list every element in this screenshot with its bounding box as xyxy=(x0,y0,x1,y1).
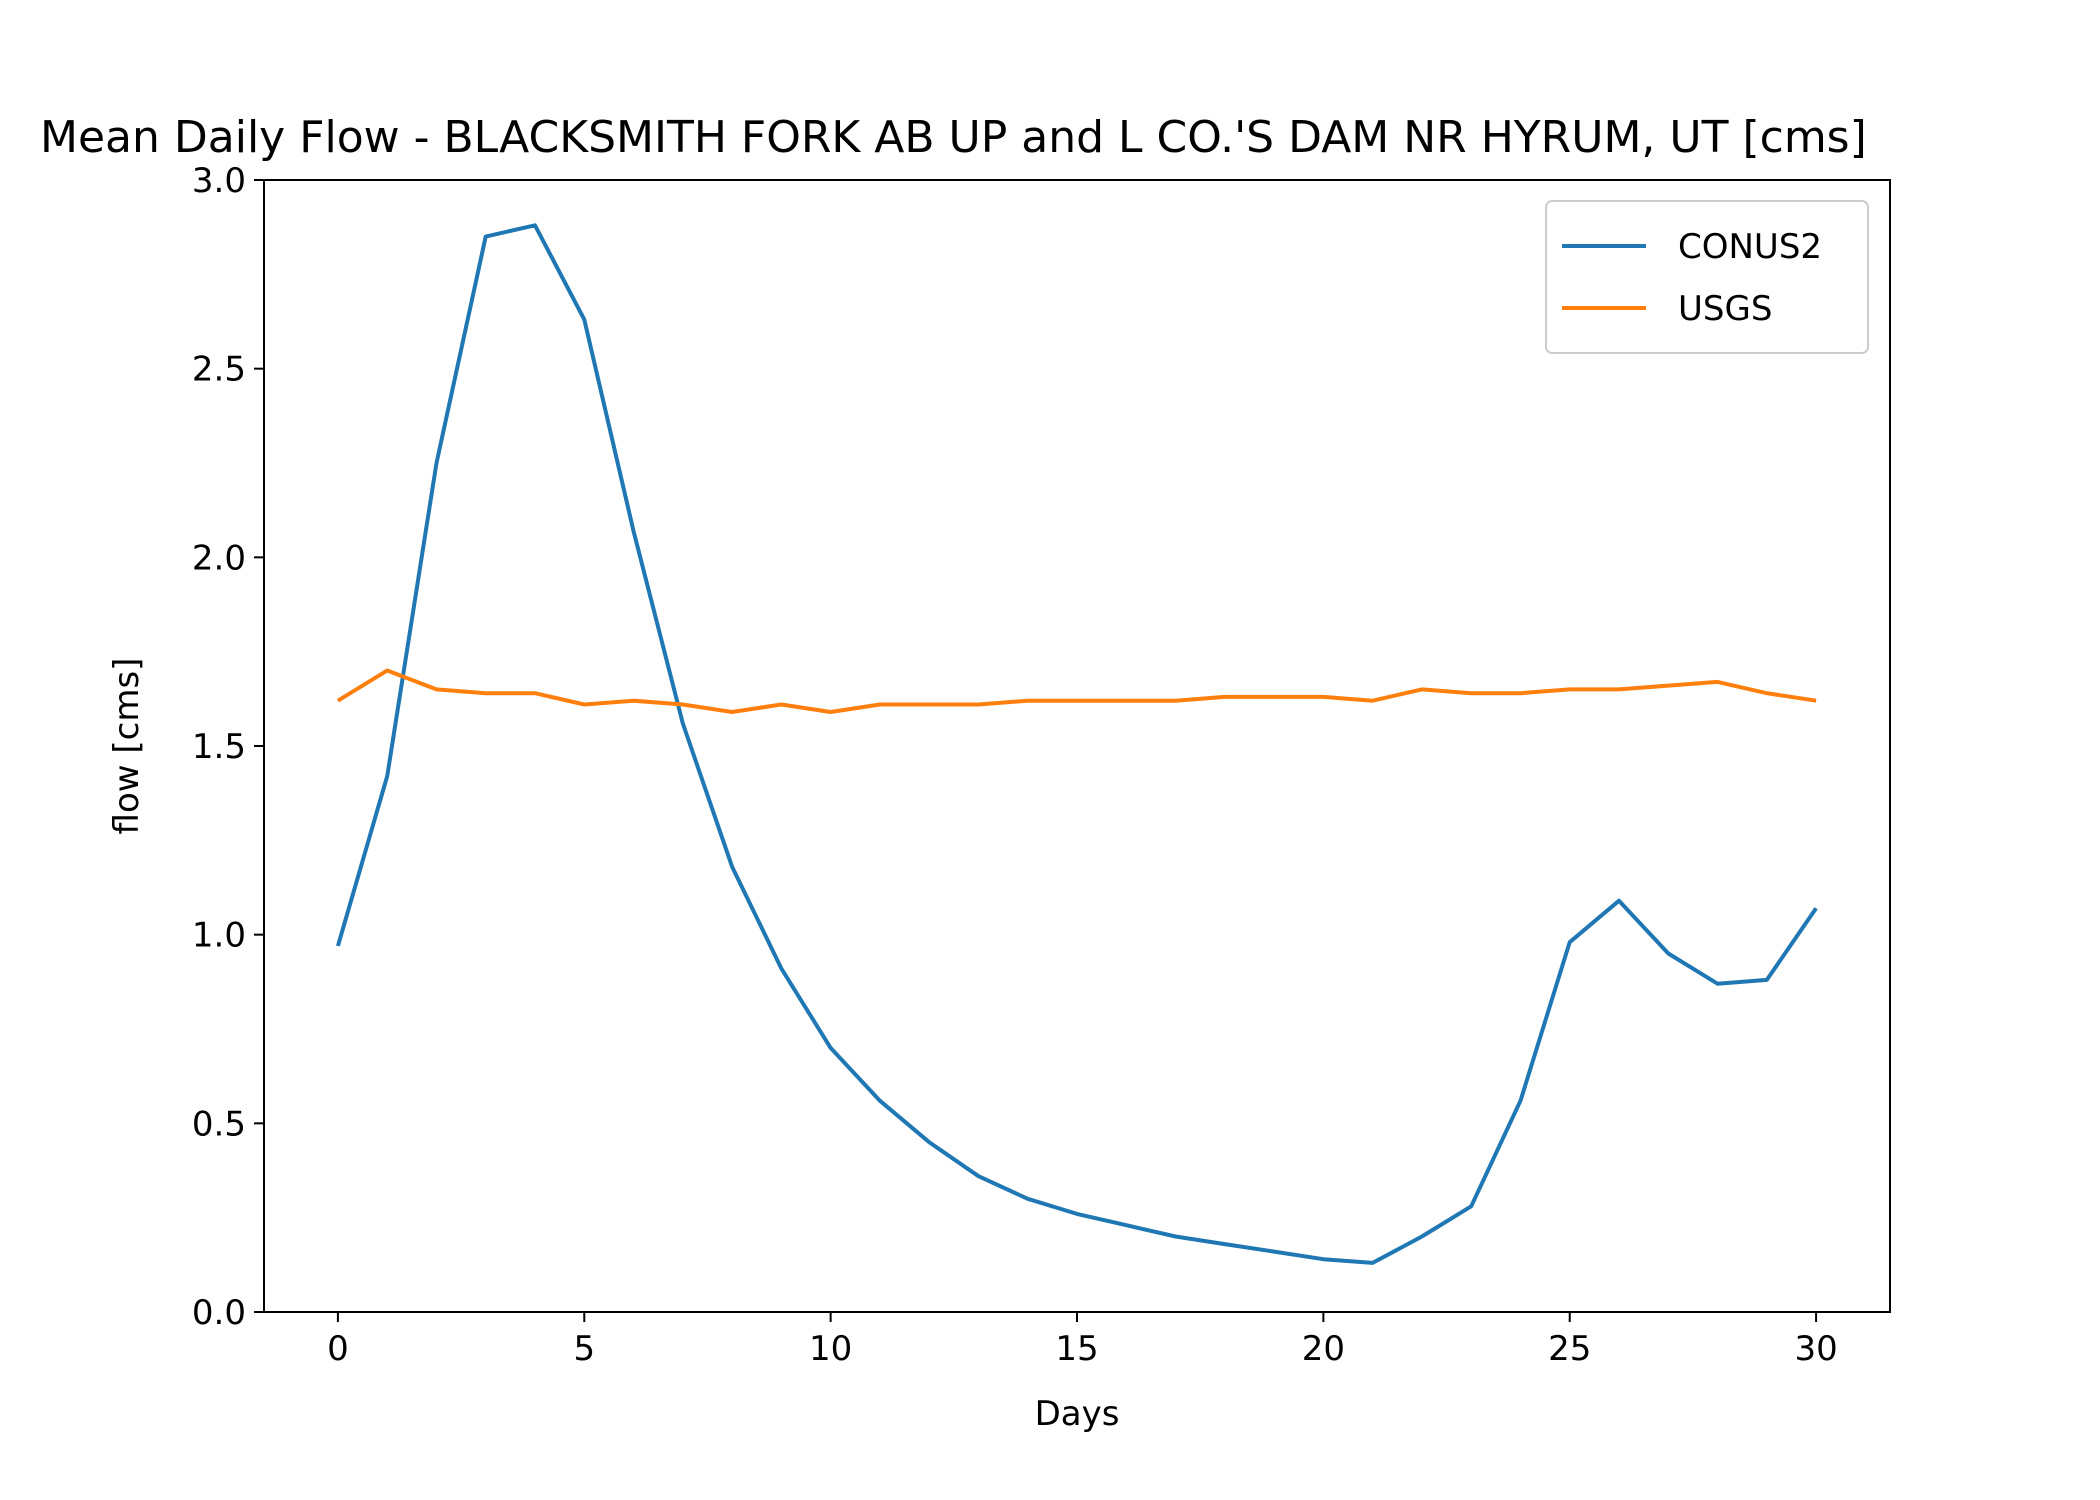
legend-box xyxy=(1545,200,1869,354)
y-tick-label: 2.0 xyxy=(192,538,246,578)
x-tick-label: 30 xyxy=(1794,1329,1837,1369)
y-axis: 0.0 0.5 1.0 1.5 2.0 2.5 3.0 xyxy=(192,161,264,1333)
series-line-conus2 xyxy=(335,223,1818,1265)
y-tick-label: 1.5 xyxy=(192,727,246,767)
x-tick-label: 20 xyxy=(1302,1329,1345,1369)
series-layer xyxy=(335,223,1818,1265)
legend-label-conus2: CONUS2 xyxy=(1678,227,1822,267)
legend: CONUS2 USGS xyxy=(1545,200,1869,354)
x-tick-label: 15 xyxy=(1055,1329,1098,1369)
y-axis-label: flow [cms] xyxy=(107,658,147,835)
y-tick-label: 0.5 xyxy=(192,1104,246,1144)
x-tick-label: 5 xyxy=(573,1329,595,1369)
x-tick-label: 10 xyxy=(809,1329,852,1369)
x-tick-label: 25 xyxy=(1548,1329,1591,1369)
y-tick-label: 1.0 xyxy=(192,916,246,956)
y-tick-label: 2.5 xyxy=(192,350,246,390)
series-line-usgs xyxy=(336,668,1817,714)
x-axis: 0 5 10 15 20 25 30 xyxy=(327,1312,1838,1369)
legend-label-usgs: USGS xyxy=(1678,289,1772,329)
y-tick-label: 0.0 xyxy=(192,1293,246,1333)
chart-title: Mean Daily Flow - BLACKSMITH FORK AB UP … xyxy=(40,112,1867,163)
y-tick-label: 3.0 xyxy=(192,161,246,201)
x-tick-label: 0 xyxy=(327,1329,349,1369)
x-axis-label: Days xyxy=(1035,1394,1120,1434)
